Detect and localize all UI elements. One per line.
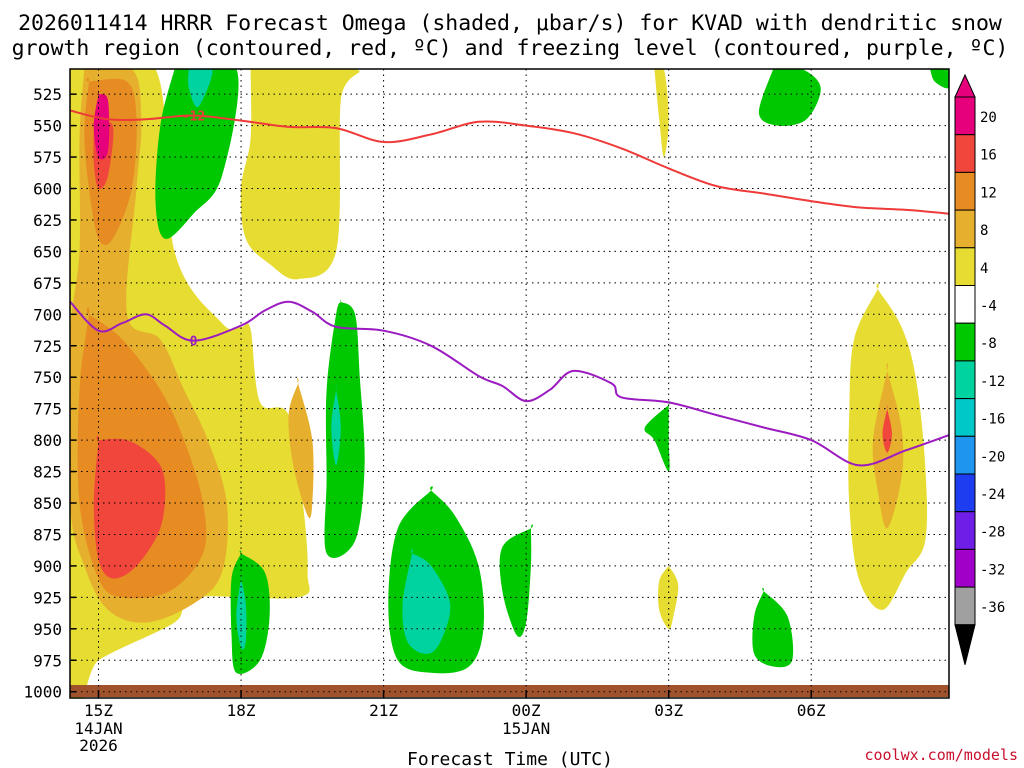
x-tick-label-21Z: 21Z <box>369 701 398 720</box>
colorbar-label--36: -36 <box>980 600 1005 616</box>
contour-lines: -12 0 <box>70 109 949 467</box>
omega-region-neg8-2 <box>236 574 247 650</box>
x-tick-sublabel-14JAN: 14JAN <box>74 719 122 738</box>
colorbar-bin-13 <box>954 586 976 626</box>
colorbar-top-arrow <box>954 73 976 98</box>
dgz-contour-label: -12 <box>182 110 205 125</box>
omega-region-pos16-2 <box>882 405 892 453</box>
x-tick-sublabel-15JAN: 15JAN <box>502 719 550 738</box>
y-tick-label-700: 700 <box>33 305 62 324</box>
omega-region-pos4-2 <box>654 69 669 158</box>
omega-region-pos8-1 <box>288 377 314 519</box>
x-tick-label-18Z: 18Z <box>227 701 256 720</box>
x-tick-label-06Z: 06Z <box>797 701 826 720</box>
y-tick-label-650: 650 <box>33 242 62 261</box>
y-axis-ticks: 525 550 575 600 625 650 675 700 725 750 775 800 825 8… <box>23 85 76 702</box>
colorbar-bin-10 <box>954 473 976 513</box>
omega-region-neg4-8 <box>752 587 794 668</box>
omega-region-neg4-4 <box>499 524 533 637</box>
credit-text: coolwx.com/models <box>864 746 1018 764</box>
ground-strip <box>70 685 949 697</box>
chart-title-line-2: growth region (contoured, red, ºC) and f… <box>12 36 1009 61</box>
omega-region-neg4-1 <box>324 300 365 558</box>
colorbar-bottom-arrow <box>954 624 976 665</box>
colorbar-bin-6 <box>954 322 976 362</box>
y-tick-label-525: 525 <box>33 85 62 104</box>
x-tick-label-15Z: 15Z <box>84 701 113 720</box>
omega-region-neg8-0 <box>188 69 213 108</box>
colorbar-label--28: -28 <box>980 525 1005 541</box>
colorbar-label--24: -24 <box>980 487 1005 503</box>
y-tick-label-1000: 1000 <box>23 683 62 702</box>
y-tick-label-575: 575 <box>33 148 62 167</box>
y-tick-label-800: 800 <box>33 431 62 450</box>
omega-region-neg4-0 <box>155 69 239 239</box>
colorbar-bin-12 <box>954 548 976 588</box>
y-tick-label-925: 925 <box>33 588 62 607</box>
y-tick-label-975: 975 <box>33 651 62 670</box>
colorbar-bin-2 <box>954 171 976 211</box>
colorbar-label-16: 16 <box>980 148 997 164</box>
colorbar-label--8: -8 <box>980 336 997 352</box>
omega-region-neg4-5 <box>644 401 671 472</box>
colorbar-bin-11 <box>954 511 976 550</box>
colorbar-label-8: 8 <box>980 223 988 239</box>
chart-title-line-1: 2026011414 HRRR Forecast Omega (shaded, … <box>18 11 1002 36</box>
colorbar-bin-5 <box>954 285 976 324</box>
omega-region-pos4-4 <box>658 563 679 629</box>
y-tick-label-850: 850 <box>33 494 62 513</box>
omega-shading <box>70 69 949 698</box>
colorbar-label--16: -16 <box>980 412 1005 428</box>
dgz-contour-line <box>70 109 949 215</box>
colorbar-bin-4 <box>954 247 976 287</box>
y-tick-label-625: 625 <box>33 211 62 230</box>
y-tick-label-600: 600 <box>33 180 62 199</box>
colorbar-label--32: -32 <box>980 562 1005 578</box>
colorbar-bin-3 <box>954 209 976 249</box>
colorbar-label-12: 12 <box>980 185 997 201</box>
plot-area: -12 0 525 550 575 600 625 650 675 700 725 750 775 80… <box>23 68 950 755</box>
colorbar-bin-9 <box>954 435 976 475</box>
colorbar-bin-1 <box>954 134 976 173</box>
y-tick-label-875: 875 <box>33 525 62 544</box>
colorbar-bin-8 <box>954 398 976 437</box>
y-tick-label-825: 825 <box>33 463 62 482</box>
y-tick-label-900: 900 <box>33 557 62 576</box>
colorbar-bin-7 <box>954 360 976 400</box>
y-tick-label-675: 675 <box>33 274 62 293</box>
colorbar-label--20: -20 <box>980 449 1005 465</box>
colorbar: 20 16 12 8 4 -4 -8 -12 -16 -20 -24 -28 -32 -36 <box>954 73 1005 665</box>
colorbar-label--12: -12 <box>980 374 1005 390</box>
colorbar-label--4: -4 <box>980 299 997 315</box>
omega-region-neg4-6 <box>758 69 821 126</box>
y-tick-label-725: 725 <box>33 337 62 356</box>
y-tick-label-550: 550 <box>33 117 62 136</box>
colorbar-bin-0 <box>954 96 976 136</box>
omega-region-pos4-1 <box>240 69 360 280</box>
freezing-level-line <box>70 300 949 467</box>
grid-lines <box>70 69 949 698</box>
y-tick-label-750: 750 <box>33 368 62 387</box>
omega-region-neg8-3 <box>402 549 451 654</box>
colorbar-label-20: 20 <box>980 110 997 126</box>
y-tick-label-950: 950 <box>33 620 62 639</box>
x-tick-label-00Z: 00Z <box>512 701 541 720</box>
x-tick-sublabel-2026: 2026 <box>79 736 118 755</box>
x-axis-label: Forecast Time (UTC) <box>407 749 613 768</box>
x-tick-label-03Z: 03Z <box>654 701 683 720</box>
colorbar-label-4: 4 <box>980 261 988 277</box>
omega-region-pos20-0 <box>93 91 110 160</box>
omega-region-neg8-1 <box>331 385 341 466</box>
freezing-level-label: 0 <box>190 335 198 350</box>
y-tick-label-775: 775 <box>33 400 62 419</box>
omega-region-neg4-7 <box>930 69 949 89</box>
plot-frame <box>69 68 950 699</box>
